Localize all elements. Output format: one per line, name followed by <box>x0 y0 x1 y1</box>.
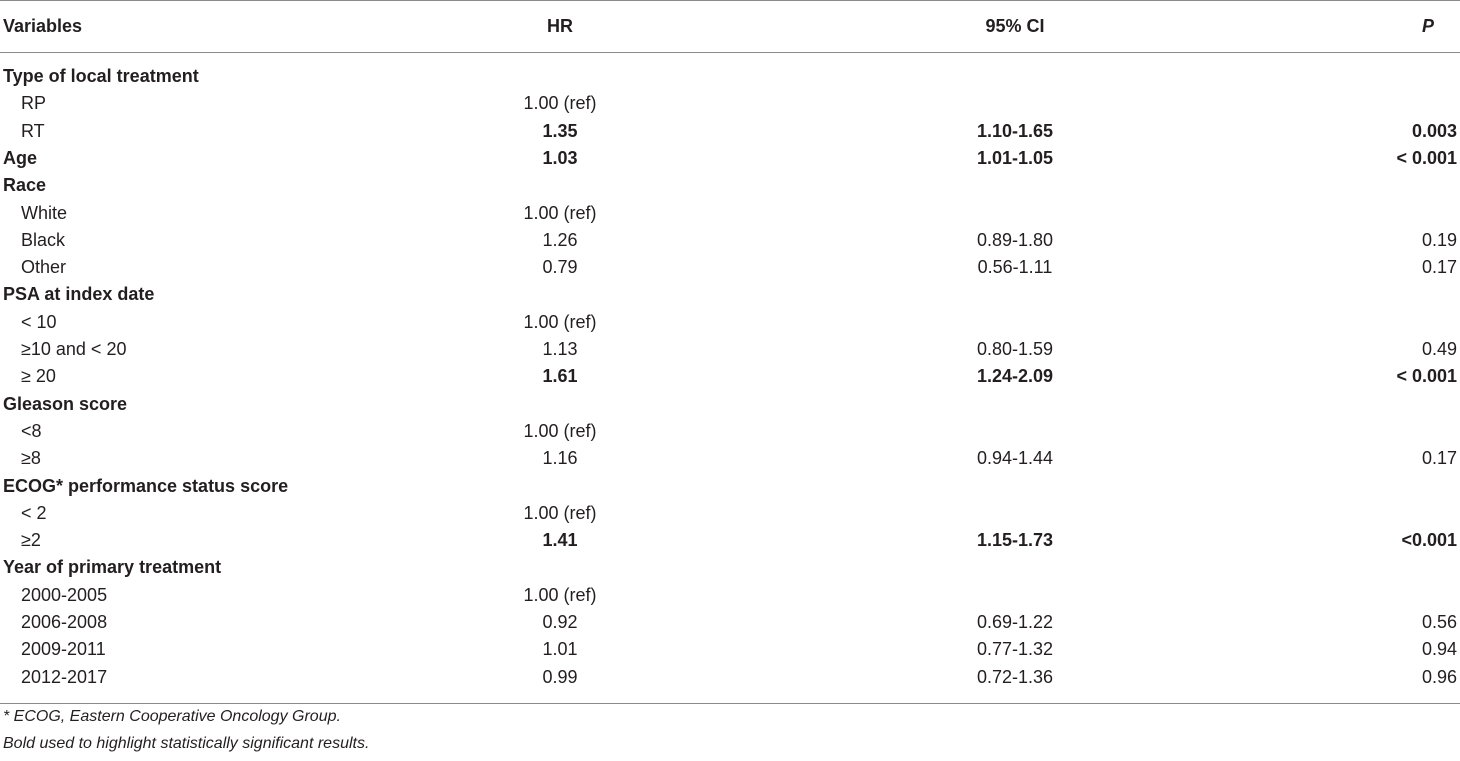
p-cell: <0.001 <box>1401 530 1457 551</box>
p-cell: 0.17 <box>1421 448 1457 469</box>
table-row: ≥8 1.16 0.94-1.44 0.17 <box>0 445 1460 472</box>
hr-cell: 1.00 (ref) <box>523 93 597 114</box>
table-row: RT 1.35 1.10-1.65 0.003 <box>0 118 1460 145</box>
ci-cell: 0.56-1.11 <box>977 257 1053 278</box>
variable-cell: <8 <box>21 420 42 441</box>
table-row: < 2 1.00 (ref) <box>0 500 1460 527</box>
hr-cell: 1.16 <box>542 448 578 469</box>
variable-cell: Other <box>21 257 67 278</box>
p-cell: 0.56 <box>1421 612 1457 632</box>
hr-cell: 1.35 <box>542 120 578 141</box>
variable-cell: ≥10 and < 20 <box>21 339 127 359</box>
variable-cell: 2009-2011 <box>21 639 106 660</box>
table-row: Gleason score <box>0 391 1460 418</box>
variable-cell: Year of primary treatment <box>3 557 222 578</box>
table-row: Age 1.03 1.01-1.05 < 0.001 <box>0 145 1460 172</box>
p-cell: 0.96 <box>1421 666 1457 687</box>
variable-cell: < 2 <box>21 502 47 523</box>
hr-cell: 1.61 <box>542 366 578 387</box>
ci-cell: 0.94-1.44 <box>976 448 1054 469</box>
variable-cell: < 10 <box>21 311 57 332</box>
header-hr: HR <box>547 16 573 36</box>
ci-cell: 0.72-1.36 <box>976 666 1054 687</box>
ci-cell: 0.89-1.80 <box>976 229 1054 250</box>
table-row: <8 1.00 (ref) <box>0 418 1460 445</box>
variable-cell: ≥2 <box>21 530 41 551</box>
hr-cell: 1.13 <box>542 339 578 359</box>
table-row: Race <box>0 172 1460 199</box>
hr-cell: 1.01 <box>542 639 578 660</box>
variable-cell: ECOG* performance status score <box>3 475 289 496</box>
variable-cell: RP <box>21 93 47 114</box>
p-cell: 0.49 <box>1421 339 1457 359</box>
variable-cell: 2006-2008 <box>21 612 108 632</box>
table-header-row: Variables HR 95% CI P <box>0 13 1460 40</box>
table-row: PSA at index date <box>0 281 1460 308</box>
p-cell: 0.003 <box>1411 120 1457 141</box>
table-row: ≥10 and < 20 1.13 0.80-1.59 0.49 <box>0 336 1460 363</box>
p-cell: 0.19 <box>1421 229 1457 250</box>
ci-cell: 0.69-1.22 <box>976 612 1054 632</box>
table-row: 2000-2005 1.00 (ref) <box>0 582 1460 609</box>
p-cell: 0.94 <box>1421 639 1457 660</box>
ci-cell: 0.77-1.32 <box>976 639 1054 660</box>
variable-cell: ≥ 20 <box>21 366 56 387</box>
variable-cell: ≥8 <box>21 448 41 469</box>
header-top-rule <box>0 0 1460 1</box>
footnote-bold: Bold used to highlight statistically sig… <box>3 735 370 752</box>
table-row: Year of primary treatment <box>0 554 1460 581</box>
table-row: RP 1.00 (ref) <box>0 90 1460 117</box>
table-row: ECOG* performance status score <box>0 473 1460 500</box>
hr-cell: 0.92 <box>542 612 578 632</box>
variable-cell: Black <box>21 229 66 250</box>
variable-cell: Race <box>3 175 47 196</box>
variable-cell: Gleason score <box>3 393 128 414</box>
hr-cell: 1.00 (ref) <box>523 202 597 223</box>
variable-cell: RT <box>21 120 45 141</box>
p-cell: < 0.001 <box>1396 366 1457 387</box>
header-bottom-rule <box>0 52 1460 53</box>
hr-cell: 1.00 (ref) <box>523 311 597 332</box>
table-row: ≥ 20 1.61 1.24-2.09 < 0.001 <box>0 363 1460 390</box>
variable-cell: 2012-2017 <box>21 666 108 687</box>
hr-cell: 0.99 <box>542 666 578 687</box>
table-row: < 10 1.00 (ref) <box>0 309 1460 336</box>
hr-cell: 1.00 (ref) <box>523 584 597 605</box>
table-row: Other 0.79 0.56-1.11 0.17 <box>0 254 1460 281</box>
hr-cell: 0.79 <box>542 257 578 278</box>
hr-cell: 1.26 <box>542 229 578 250</box>
p-cell: < 0.001 <box>1396 147 1457 168</box>
ci-cell: 1.01-1.05 <box>976 147 1054 168</box>
table-row: 2012-2017 0.99 0.72-1.36 0.96 <box>0 664 1460 691</box>
table-row: 2006-2008 0.92 0.69-1.22 0.56 <box>0 609 1460 636</box>
header-variables: Variables <box>3 16 83 36</box>
variable-cell: PSA at index date <box>3 284 155 305</box>
variable-cell: White <box>21 202 68 223</box>
table-row: Black 1.26 0.89-1.80 0.19 <box>0 227 1460 254</box>
table-row: ≥2 1.41 1.15-1.73 <0.001 <box>0 527 1460 554</box>
table-row: 2009-2011 1.01 0.77-1.32 0.94 <box>0 636 1460 663</box>
ci-cell: 0.80-1.59 <box>976 339 1054 359</box>
ci-cell: 1.15-1.73 <box>976 530 1054 551</box>
table-row: Type of local treatment <box>0 63 1460 90</box>
hr-cell: 1.00 (ref) <box>523 502 597 523</box>
hr-cell: 1.03 <box>542 147 578 168</box>
variable-cell: 2000-2005 <box>21 584 108 605</box>
hr-cell: 1.41 <box>542 530 578 551</box>
ci-cell: 1.24-2.09 <box>976 366 1054 387</box>
header-ci: 95% CI <box>985 16 1045 36</box>
hr-cell: 1.00 (ref) <box>523 420 597 441</box>
footnote-ecog: * ECOG, Eastern Cooperative Oncology Gro… <box>3 708 341 725</box>
header-p: P <box>1421 16 1434 36</box>
variable-cell: Type of local treatment <box>3 66 199 86</box>
footer-rule <box>0 703 1460 704</box>
variable-cell: Age <box>3 147 38 168</box>
table-row: White 1.00 (ref) <box>0 200 1460 227</box>
ci-cell: 1.10-1.65 <box>976 120 1054 141</box>
p-cell: 0.17 <box>1421 257 1457 278</box>
